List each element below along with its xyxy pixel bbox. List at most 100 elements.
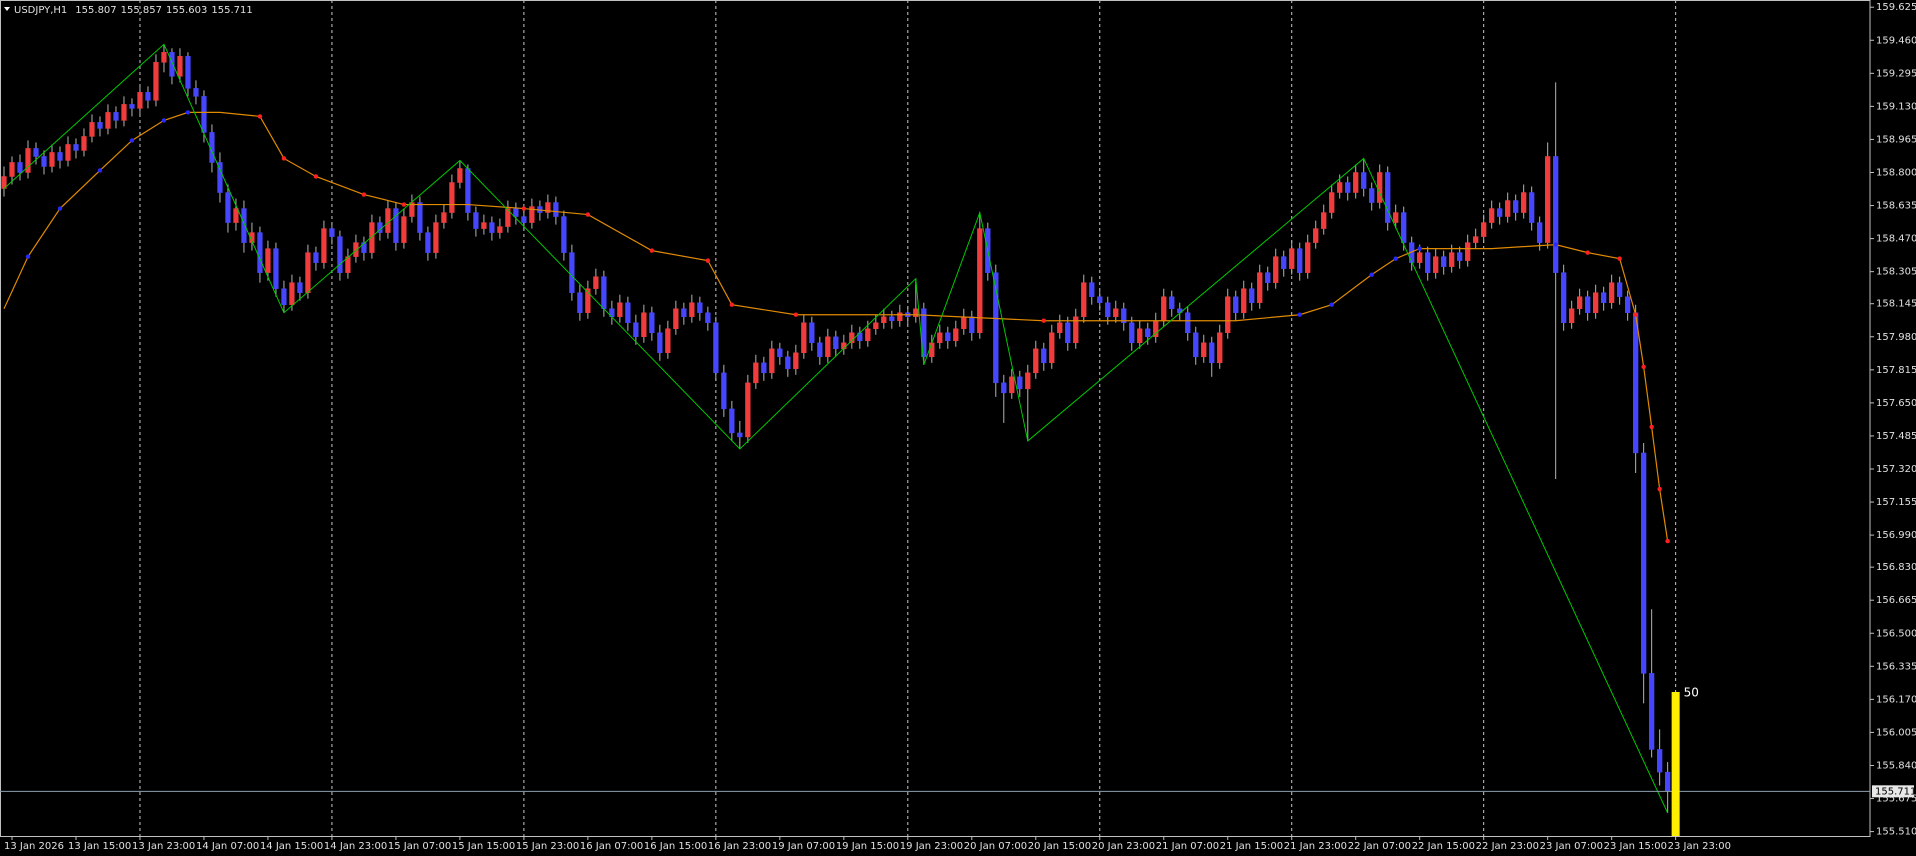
candle-body (465, 168, 471, 213)
ma-marker (1665, 538, 1670, 544)
ma-marker (1617, 256, 1622, 261)
candle-body (249, 232, 255, 243)
candle-body (1209, 342, 1215, 364)
ma-marker (1641, 364, 1646, 370)
x-tick-label: 20 Jan 07:00 (964, 841, 1027, 852)
candle-body (1585, 296, 1591, 313)
candle-body (1664, 771, 1671, 792)
candle-body (457, 168, 463, 183)
x-tick-label: 15 Jan 23:00 (516, 841, 579, 852)
plot-area (1, 0, 1677, 836)
candle-body (385, 208, 391, 233)
y-tick-label: 158.800 (1876, 167, 1916, 178)
y-tick-label: 156.170 (1876, 694, 1916, 705)
candle-body (1625, 296, 1631, 313)
timer-label: 50 (1684, 686, 1699, 700)
candle-body (1217, 332, 1223, 364)
candle-body (737, 432, 743, 438)
candle-body (817, 342, 823, 358)
ma-marker (1393, 256, 1398, 261)
ma-marker (1369, 272, 1374, 277)
candle-body (321, 228, 327, 263)
candle-body (777, 348, 783, 358)
candle-body (1329, 192, 1335, 213)
candle-body (873, 322, 879, 330)
candle-body (1353, 172, 1359, 193)
y-tick-label: 158.470 (1876, 234, 1916, 245)
candle-body (1241, 288, 1247, 313)
ma-marker (1329, 302, 1334, 307)
candle-body (865, 328, 871, 342)
candle-body (369, 222, 375, 253)
candle-body (561, 216, 567, 253)
y-tick-label: 157.155 (1876, 497, 1916, 508)
candle-body (993, 272, 999, 384)
candle-body (1017, 376, 1023, 390)
x-tick-label: 23 Jan 07:00 (1540, 841, 1603, 852)
candle-body (505, 208, 511, 227)
x-tick-label: 20 Jan 23:00 (1092, 841, 1155, 852)
chart-header: USDJPY,H1 155.807 155.857 155.603 155.711 (14, 5, 253, 16)
candle-body (1025, 372, 1031, 390)
candle-body (1385, 172, 1391, 223)
candle-body (289, 282, 295, 305)
y-tick-label: 158.635 (1876, 201, 1916, 212)
candle-body (1489, 208, 1495, 223)
candle-body (1656, 749, 1663, 773)
candle-body (921, 308, 927, 358)
candle-body (657, 332, 663, 354)
candle-body (1481, 222, 1487, 237)
candle-body (1193, 332, 1199, 358)
candle-body (1529, 192, 1535, 223)
x-tick-label: 22 Jan 15:00 (1412, 841, 1475, 852)
candle-body (273, 248, 279, 289)
last-open: 155.807 (75, 5, 116, 16)
x-tick-label: 16 Jan 23:00 (708, 841, 771, 852)
candle-body (833, 336, 839, 350)
ma-marker (185, 110, 191, 115)
candle-body (1057, 322, 1063, 334)
candle-body (1225, 296, 1231, 334)
last-close: 155.711 (211, 5, 252, 16)
y-tick-label: 155.675 (1876, 794, 1916, 805)
candle-body (97, 122, 103, 129)
candle-body (1009, 376, 1015, 394)
ma-marker (521, 206, 527, 211)
candle-body (937, 332, 943, 344)
candle-body (1081, 282, 1087, 317)
candle-body (193, 88, 199, 97)
candle-body (1185, 312, 1191, 334)
x-tick-label: 20 Jan 15:00 (1028, 841, 1091, 852)
timer-bar (1671, 692, 1680, 836)
candle-body (753, 362, 759, 384)
candle-body (729, 408, 735, 434)
candle-body (681, 308, 687, 317)
candle-body (345, 256, 351, 273)
x-tick-label: 14 Jan 23:00 (324, 841, 387, 852)
chart-title: USDJPY,H1 (14, 5, 67, 16)
ma-marker (1585, 250, 1590, 255)
candle-body (1065, 322, 1071, 344)
candle-body (353, 242, 359, 257)
candle-body (913, 308, 919, 317)
ma-marker (1041, 318, 1046, 323)
x-tick-label: 14 Jan 07:00 (196, 841, 259, 852)
candle-body (1137, 328, 1143, 344)
candle-body (89, 122, 95, 137)
candle-body (513, 208, 519, 217)
x-tick-label: 13 Jan 23:00 (132, 841, 195, 852)
last-high: 155.857 (121, 5, 162, 16)
ma-marker (729, 302, 735, 307)
candle-body (417, 202, 423, 233)
candle-body (625, 302, 631, 323)
candle-body (81, 136, 87, 151)
candle-body (425, 232, 431, 253)
last-low: 155.603 (166, 5, 207, 16)
price-label: 155.711 (1875, 786, 1916, 797)
x-tick-label: 21 Jan 07:00 (1156, 841, 1219, 852)
candle-body (473, 212, 479, 229)
candle-body (673, 308, 679, 330)
candle-body (361, 242, 367, 253)
candle-body (257, 232, 263, 273)
